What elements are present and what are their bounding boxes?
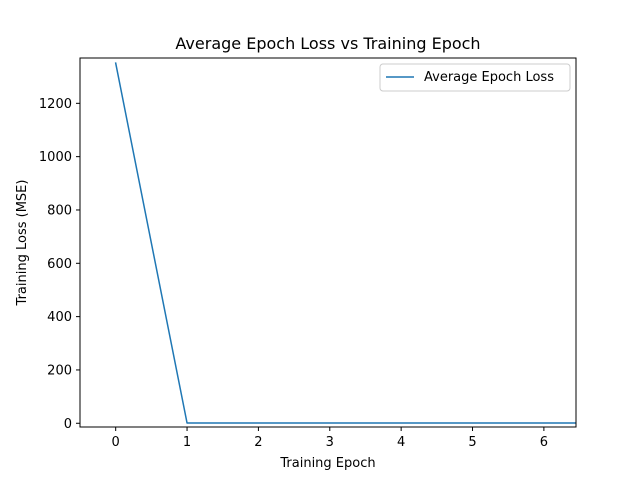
series-line-0 xyxy=(114,62,576,424)
y-tick-label: 1200 xyxy=(39,97,72,112)
legend-box xyxy=(379,63,571,92)
legend-label-average-epoch-loss: Average Epoch Loss xyxy=(424,70,554,85)
y-tick-label: 0 xyxy=(64,417,72,432)
x-tick-label: 3 xyxy=(326,435,334,450)
chart-title: Average Epoch Loss vs Training Epoch xyxy=(175,34,480,53)
y-tick-label: 800 xyxy=(47,203,72,218)
y-axis-label: Training Loss (MSE) xyxy=(15,180,30,307)
x-tick-label: 4 xyxy=(397,435,405,450)
x-tick-label: 5 xyxy=(468,435,476,450)
series-layer xyxy=(114,62,576,424)
x-axis-label: Training Epoch xyxy=(279,456,375,471)
x-tick-label: 1 xyxy=(183,435,191,450)
y-tick-label: 600 xyxy=(47,257,72,272)
y-tick-label: 1000 xyxy=(39,150,72,165)
x-tick-label: 0 xyxy=(112,435,120,450)
plot-frame xyxy=(79,57,577,428)
y-tick-label: 200 xyxy=(47,363,72,378)
legend: Average Epoch Loss xyxy=(379,63,571,92)
x-axis-ticks: 0 1 2 3 4 5 6 xyxy=(112,427,548,450)
x-tick-label: 2 xyxy=(254,435,262,450)
y-tick-label: 400 xyxy=(47,310,72,325)
x-tick-label: 6 xyxy=(540,435,548,450)
y-axis-ticks: 0 200 400 600 800 1000 1200 xyxy=(39,97,80,432)
